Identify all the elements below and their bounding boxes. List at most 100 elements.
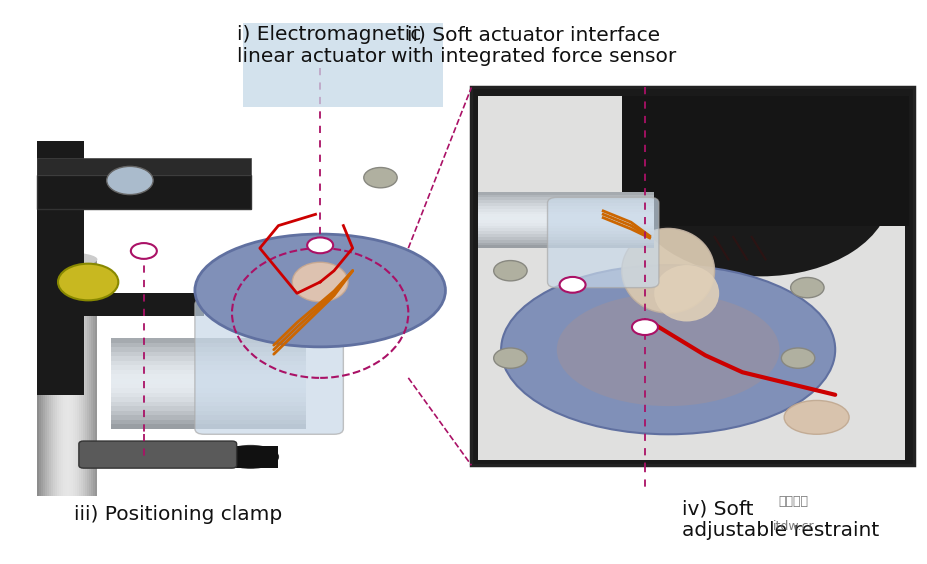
Bar	[477, 223, 654, 226]
Bar	[53, 259, 56, 496]
Bar	[111, 393, 306, 397]
Ellipse shape	[556, 293, 779, 406]
Bar	[111, 384, 306, 388]
Bar	[37, 175, 250, 209]
Bar	[222, 446, 278, 468]
Bar	[111, 388, 306, 393]
Bar	[111, 338, 306, 343]
Bar	[39, 259, 41, 496]
Bar	[477, 217, 654, 220]
Bar	[61, 259, 63, 496]
Bar	[477, 212, 654, 214]
Bar	[477, 245, 654, 248]
Bar	[111, 356, 306, 361]
FancyBboxPatch shape	[547, 197, 658, 288]
Ellipse shape	[37, 253, 97, 267]
Bar	[477, 197, 654, 200]
Bar	[87, 259, 89, 496]
Bar	[95, 259, 97, 496]
Circle shape	[107, 166, 153, 195]
Text: i) Electromagnetic
linear actuator: i) Electromagnetic linear actuator	[236, 25, 421, 67]
Ellipse shape	[222, 446, 278, 468]
Bar	[111, 374, 306, 379]
Bar	[37, 141, 83, 395]
Bar	[77, 259, 80, 496]
Circle shape	[493, 261, 527, 281]
Bar	[57, 259, 59, 496]
Bar	[477, 226, 654, 228]
Bar	[477, 203, 654, 206]
Text: iv) Soft
adjustable restraint: iv) Soft adjustable restraint	[681, 499, 879, 540]
Bar	[111, 347, 306, 352]
Bar	[111, 397, 306, 402]
Bar	[91, 259, 94, 496]
Bar	[111, 420, 306, 424]
Bar	[75, 259, 77, 496]
Bar	[243, 23, 442, 65]
Ellipse shape	[501, 265, 834, 434]
Bar	[70, 259, 71, 496]
Bar	[89, 259, 91, 496]
Circle shape	[631, 319, 657, 335]
Ellipse shape	[654, 265, 718, 321]
Ellipse shape	[783, 400, 848, 434]
Text: iii) Positioning clamp: iii) Positioning clamp	[74, 505, 282, 524]
Bar	[45, 259, 47, 496]
Bar	[68, 259, 70, 496]
Bar	[477, 234, 654, 237]
Bar	[477, 231, 654, 234]
Bar	[82, 259, 83, 496]
Text: itdw.cr: itdw.cr	[772, 520, 813, 533]
Bar	[41, 259, 43, 496]
Bar	[243, 65, 442, 107]
Circle shape	[781, 348, 814, 368]
Bar	[111, 415, 306, 420]
Bar	[71, 259, 73, 496]
Bar	[477, 237, 654, 240]
Text: 测量之位: 测量之位	[778, 495, 807, 508]
Bar	[56, 259, 57, 496]
Circle shape	[790, 277, 823, 298]
Bar	[79, 259, 82, 496]
Bar	[85, 259, 87, 496]
Bar	[477, 240, 654, 243]
FancyBboxPatch shape	[79, 441, 236, 468]
Bar	[51, 259, 53, 496]
Bar	[477, 195, 654, 197]
Bar	[477, 206, 654, 209]
Bar	[73, 259, 75, 496]
Bar	[94, 259, 95, 496]
Bar	[47, 259, 49, 496]
Circle shape	[559, 277, 585, 293]
Bar	[477, 214, 654, 217]
Ellipse shape	[621, 228, 714, 313]
Ellipse shape	[292, 262, 348, 302]
FancyBboxPatch shape	[195, 299, 343, 434]
Bar	[477, 96, 904, 460]
Bar	[477, 220, 654, 223]
Bar	[477, 209, 654, 212]
Bar	[59, 259, 61, 496]
Bar	[111, 402, 306, 406]
Bar	[111, 365, 306, 370]
Bar	[111, 370, 306, 374]
Circle shape	[363, 168, 397, 188]
Bar	[477, 243, 654, 245]
Bar	[477, 200, 654, 203]
Bar	[111, 411, 306, 415]
Circle shape	[493, 348, 527, 368]
Circle shape	[131, 243, 157, 259]
Bar	[111, 406, 306, 411]
Bar	[111, 379, 306, 384]
Bar	[111, 361, 306, 365]
Bar	[471, 87, 913, 465]
Text: ii) Soft actuator interface
with integrated force sensor: ii) Soft actuator interface with integra…	[390, 25, 676, 67]
Bar	[621, 96, 908, 226]
Bar	[37, 158, 250, 175]
Bar	[111, 343, 306, 347]
Circle shape	[307, 237, 333, 253]
Bar	[65, 259, 67, 496]
Bar	[111, 352, 306, 356]
Bar	[471, 87, 913, 465]
Bar	[0, 28, 468, 519]
